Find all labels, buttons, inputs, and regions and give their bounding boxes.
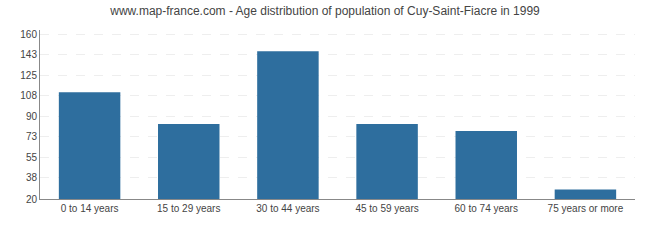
svg-text:90: 90 bbox=[26, 111, 38, 122]
svg-text:108: 108 bbox=[20, 90, 37, 101]
svg-text:45 to 59 years: 45 to 59 years bbox=[355, 203, 418, 214]
svg-text:0 to 14 years: 0 to 14 years bbox=[61, 203, 119, 214]
svg-text:60 to 74 years: 60 to 74 years bbox=[455, 203, 518, 214]
svg-text:73: 73 bbox=[26, 131, 38, 142]
svg-text:30 to 44 years: 30 to 44 years bbox=[256, 203, 319, 214]
svg-text:125: 125 bbox=[20, 70, 37, 81]
svg-text:www.map-france.com - Age distr: www.map-france.com - Age distribution of… bbox=[109, 4, 540, 18]
svg-text:143: 143 bbox=[20, 49, 37, 60]
svg-text:75 years or more: 75 years or more bbox=[548, 203, 624, 214]
svg-text:55: 55 bbox=[26, 152, 38, 163]
svg-text:15 to 29 years: 15 to 29 years bbox=[157, 203, 220, 214]
svg-text:20: 20 bbox=[26, 194, 38, 205]
svg-text:38: 38 bbox=[26, 172, 38, 183]
svg-text:160: 160 bbox=[20, 29, 37, 40]
